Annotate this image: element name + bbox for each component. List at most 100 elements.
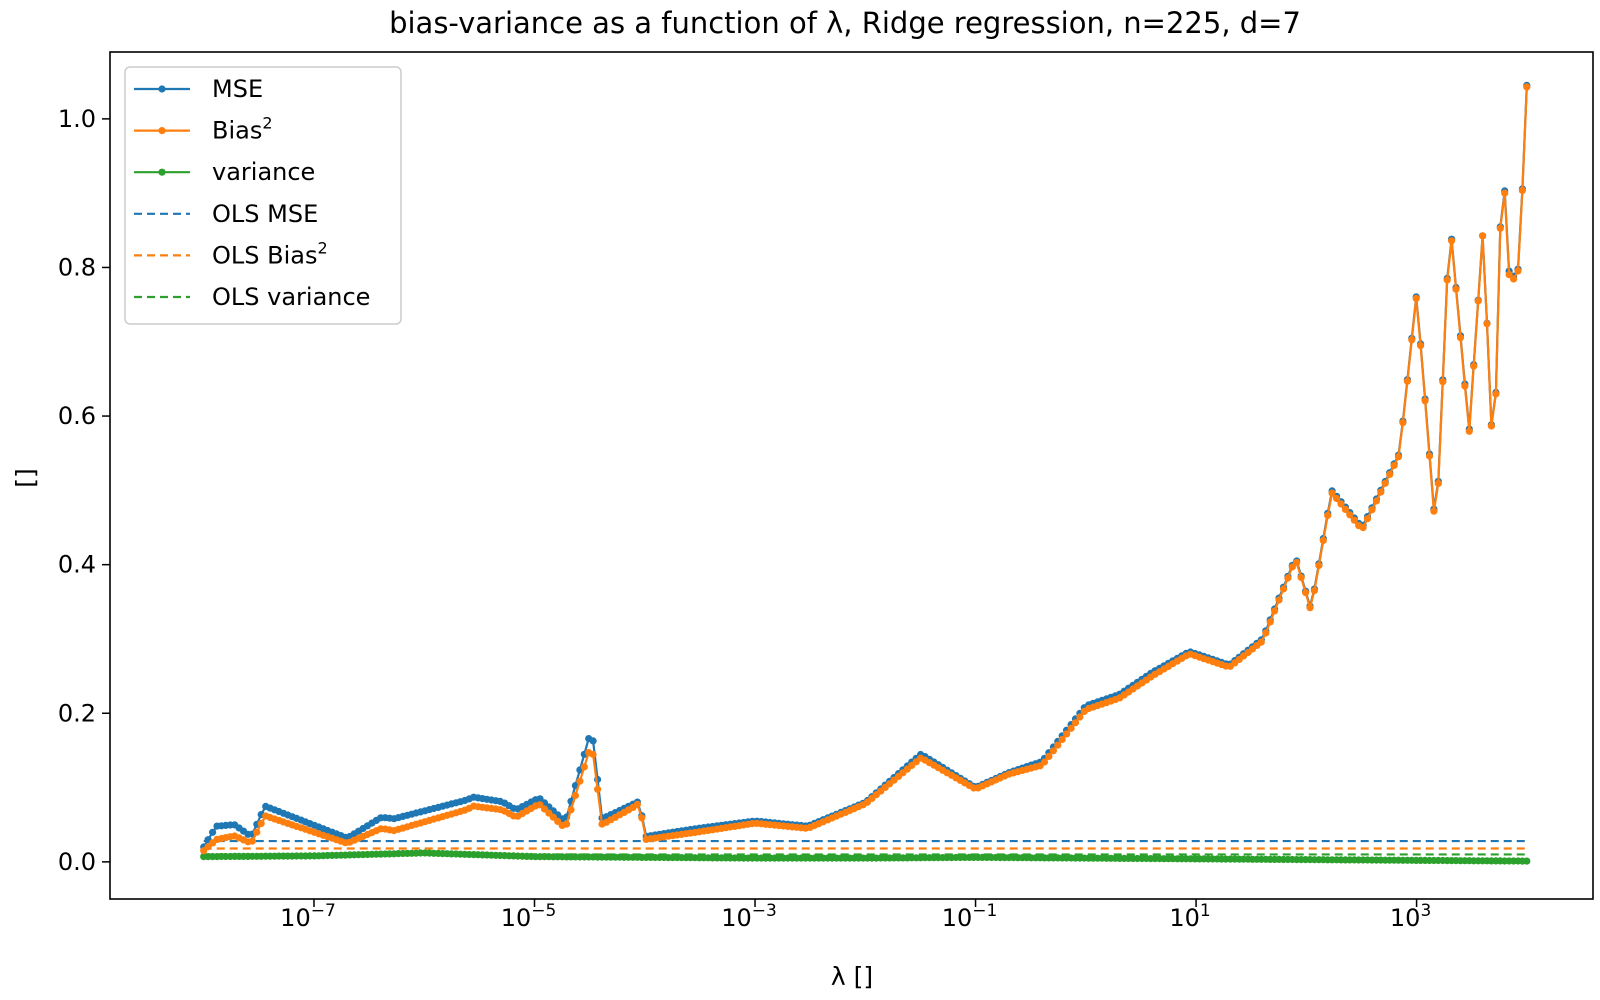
chart-title: bias-variance as a function of λ, Ridge … — [389, 6, 1301, 40]
data-point-Bias²-291 — [1487, 422, 1495, 430]
data-point-Bias²-13 — [257, 819, 265, 828]
data-point-Bias²-279 — [1434, 479, 1442, 487]
data-point-Bias²-267 — [1381, 479, 1389, 487]
data-point-Bias²-287 — [1470, 362, 1478, 370]
legend-label-0: MSE — [212, 75, 263, 103]
data-point-Bias²-299 — [1523, 83, 1531, 91]
series-line-Bias² — [202, 86, 1528, 852]
data-point-Bias²-12 — [253, 828, 261, 836]
data-point-Bias²-293 — [1496, 224, 1504, 232]
data-point-Bias²-288 — [1474, 297, 1482, 305]
data-point-Bias²-269 — [1390, 461, 1398, 470]
data-point-Bias²-249 — [1302, 589, 1310, 597]
data-point-Bias²-239 — [1257, 638, 1265, 646]
data-point-Bias²-296 — [1510, 275, 1518, 283]
data-point-Bias²-88 — [589, 750, 597, 759]
data-point-Bias²-85 — [576, 777, 584, 785]
data-point-Bias²-283 — [1452, 285, 1460, 293]
data-point-Bias²-89 — [594, 785, 602, 793]
data-point-Bias²-286 — [1465, 427, 1473, 435]
legend: MSE Bias2 variance OLS MSE OLS Bias2 OLS vari… — [124, 66, 402, 325]
y-axis-label: [] — [11, 468, 40, 488]
data-point-MSE-2 — [209, 828, 217, 836]
legend-label-5: OLS variance — [212, 283, 370, 311]
data-point-Bias²-265 — [1372, 497, 1380, 505]
data-point-Bias²-275 — [1417, 342, 1425, 350]
data-point-Bias²-278 — [1430, 507, 1438, 515]
data-point-Bias²-242 — [1271, 607, 1279, 615]
x-tick-label-3: 10−1 — [942, 901, 998, 932]
legend-label-4: OLS Bias2 — [212, 238, 328, 269]
data-point-Bias²-290 — [1483, 320, 1491, 328]
data-point-Bias²-84 — [571, 791, 580, 800]
data-point-Bias²-255 — [1328, 489, 1336, 497]
data-point-Bias²-280 — [1439, 378, 1447, 386]
data-point-Bias²-270 — [1394, 453, 1403, 461]
plot-area-frame — [109, 51, 1594, 900]
data-point-Bias²-86 — [580, 763, 588, 771]
data-point-Bias²-258 — [1341, 505, 1349, 513]
data-point-Bias²-251 — [1310, 587, 1318, 595]
data-point-Bias²-196 — [1067, 724, 1075, 732]
data-point-Bias²-197 — [1071, 719, 1080, 727]
data-point-Bias²-276 — [1421, 397, 1429, 405]
data-point-Bias²-244 — [1279, 585, 1288, 593]
data-point-Bias²-193 — [1054, 741, 1062, 749]
x-tick-label-1: 10−5 — [501, 901, 557, 932]
data-point-Bias²-264 — [1368, 506, 1376, 514]
data-point-Bias²-272 — [1403, 377, 1411, 385]
data-point-Bias²-98 — [633, 800, 642, 809]
data-point-Bias²-194 — [1058, 735, 1066, 744]
data-point-Bias²-195 — [1063, 730, 1071, 738]
data-point-Bias²-292 — [1492, 390, 1500, 398]
data-point-Bias²-76 — [536, 801, 544, 809]
data-point-Bias²-243 — [1275, 596, 1283, 604]
data-point-Bias²-99 — [638, 814, 646, 822]
data-point-Bias²-256 — [1333, 494, 1341, 503]
series-line-MSE — [202, 85, 1528, 848]
data-point-Bias²-281 — [1443, 276, 1451, 284]
data-point-Bias²-248 — [1297, 573, 1305, 582]
x-axis-label: λ [] — [831, 962, 873, 991]
y-tick-label-3: 0.6 — [58, 402, 96, 430]
data-point-Bias²-191 — [1045, 752, 1053, 761]
x-tick-label-4: 101 — [1169, 901, 1210, 932]
data-point-Bias²-190 — [1040, 758, 1049, 766]
data-point-MSE-88 — [589, 737, 597, 745]
x-tick-label-5: 103 — [1390, 901, 1431, 932]
legend-label-2: variance — [212, 158, 315, 186]
data-point-Bias²-198 — [1076, 713, 1084, 721]
data-point-Bias²-253 — [1319, 536, 1327, 545]
legend-marker-1 — [158, 127, 166, 135]
data-point-Bias²-260 — [1350, 516, 1358, 524]
data-point-Bias²-250 — [1306, 604, 1314, 612]
data-point-Bias²-259 — [1346, 511, 1354, 519]
legend-frame — [124, 66, 402, 325]
legend-marker-0 — [158, 85, 166, 93]
data-point-Bias²-83 — [567, 806, 575, 814]
data-point-Bias²-257 — [1337, 500, 1345, 508]
data-point-Bias²-82 — [563, 820, 571, 828]
data-point-Bias²-245 — [1284, 574, 1292, 582]
data-point-Bias²-274 — [1412, 294, 1420, 302]
legend-marker-2 — [158, 168, 166, 176]
data-point-variance-299 — [1523, 857, 1531, 865]
data-point-Bias²-262 — [1359, 524, 1367, 532]
data-point-Bias²-298 — [1518, 186, 1526, 194]
data-point-Bias²-254 — [1324, 511, 1332, 519]
data-point-Bias²-246 — [1288, 563, 1296, 571]
data-point-Bias²-263 — [1363, 515, 1372, 523]
data-point-Bias²-294 — [1501, 189, 1509, 197]
data-point-Bias²-277 — [1425, 452, 1434, 460]
y-tick-label-2: 0.4 — [58, 551, 96, 579]
y-tick-label-4: 0.8 — [58, 253, 96, 281]
data-point-Bias²-247 — [1293, 558, 1301, 567]
data-point-Bias²-11 — [248, 837, 256, 845]
data-point-Bias²-241 — [1266, 618, 1274, 626]
data-point-Bias²-295 — [1505, 271, 1513, 279]
y-tick-label-1: 0.2 — [58, 699, 96, 727]
data-point-Bias²-266 — [1377, 488, 1385, 496]
y-tick-label-0: 0.0 — [58, 848, 96, 876]
data-point-Bias²-273 — [1408, 336, 1416, 344]
